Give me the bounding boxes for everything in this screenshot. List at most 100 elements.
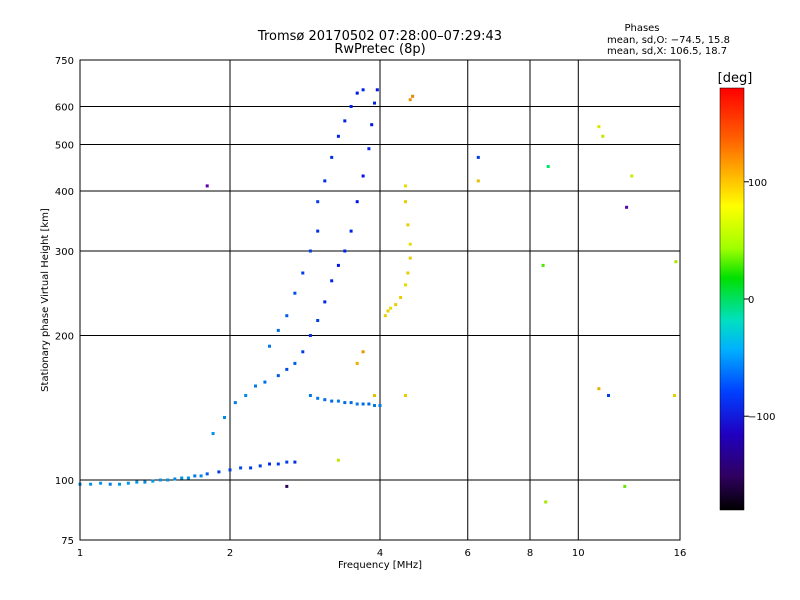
data-point bbox=[193, 474, 197, 478]
data-point bbox=[373, 394, 376, 397]
y-tick-label: 600 bbox=[55, 103, 74, 114]
data-point bbox=[404, 184, 407, 188]
data-point bbox=[343, 249, 347, 253]
data-point bbox=[343, 119, 347, 123]
data-point bbox=[336, 134, 340, 138]
data-point bbox=[330, 279, 334, 283]
data-point bbox=[293, 291, 297, 295]
data-point bbox=[285, 367, 289, 371]
data-point bbox=[355, 361, 359, 365]
x-tick-label: 10 bbox=[572, 548, 585, 559]
data-point bbox=[373, 404, 376, 407]
data-point bbox=[623, 484, 627, 488]
data-point bbox=[233, 401, 237, 405]
data-point bbox=[404, 283, 407, 287]
data-point bbox=[673, 394, 676, 397]
data-point bbox=[370, 123, 374, 127]
y-tick-label: 400 bbox=[55, 187, 74, 198]
data-point bbox=[408, 256, 412, 260]
data-point bbox=[476, 155, 480, 159]
data-point bbox=[239, 466, 243, 470]
data-point bbox=[625, 205, 629, 209]
colorbar-ticks: 100 0 −100 bbox=[744, 178, 775, 423]
data-point bbox=[607, 394, 610, 397]
data-point bbox=[546, 165, 550, 168]
data-point bbox=[308, 249, 312, 253]
data-point bbox=[223, 416, 226, 419]
y-tick-label: 100 bbox=[55, 476, 74, 487]
phases-o-stats: mean, sd,O: −74.5, 15.8 bbox=[607, 35, 730, 46]
data-point bbox=[323, 300, 327, 304]
phases-x-stats: mean, sd,X: 106.5, 18.7 bbox=[607, 46, 727, 57]
data-point bbox=[349, 229, 353, 233]
data-point bbox=[244, 394, 248, 397]
x-tick-label: 2 bbox=[227, 548, 233, 559]
data-point bbox=[399, 296, 403, 299]
data-point bbox=[285, 314, 289, 318]
chart-title: Tromsø 20170502 07:28:00–07:29:43 bbox=[257, 29, 502, 44]
y-tick-label: 200 bbox=[55, 332, 74, 343]
data-point bbox=[630, 174, 634, 178]
data-point bbox=[89, 482, 93, 486]
data-point bbox=[158, 478, 162, 482]
colorbar-tick-label: 100 bbox=[748, 178, 767, 189]
data-point bbox=[404, 394, 407, 397]
colorbar-tick-label: 0 bbox=[748, 295, 754, 306]
data-point bbox=[263, 380, 267, 384]
x-tick-label: 4 bbox=[377, 548, 383, 559]
colorbar-label: [deg] bbox=[718, 71, 753, 86]
data-point bbox=[211, 432, 215, 435]
data-point bbox=[166, 478, 170, 482]
y-tick-labels: 75 100 200 300 400 500 600 750 bbox=[55, 56, 74, 547]
data-point bbox=[316, 229, 320, 233]
data-point bbox=[143, 480, 147, 484]
data-point bbox=[99, 481, 103, 485]
y-tick-label: 750 bbox=[55, 56, 74, 67]
data-point bbox=[386, 309, 390, 313]
data-point bbox=[249, 466, 253, 470]
x-tick-label: 6 bbox=[465, 548, 471, 559]
data-point bbox=[597, 387, 601, 391]
data-point bbox=[323, 179, 327, 183]
x-tick-label: 16 bbox=[674, 548, 687, 559]
data-point bbox=[151, 479, 155, 483]
data-point bbox=[373, 101, 376, 105]
data-point bbox=[336, 458, 340, 462]
data-point bbox=[349, 401, 353, 405]
data-point bbox=[361, 350, 365, 354]
data-point bbox=[406, 223, 410, 227]
data-point bbox=[330, 155, 334, 159]
data-point bbox=[108, 482, 112, 486]
x-axis-label: Frequency [MHz] bbox=[338, 560, 422, 571]
data-point bbox=[126, 481, 130, 485]
grid bbox=[79, 59, 681, 541]
data-point bbox=[375, 88, 379, 92]
data-point bbox=[476, 179, 480, 183]
data-point bbox=[316, 200, 320, 204]
data-point bbox=[601, 134, 605, 138]
data-point bbox=[361, 88, 365, 92]
data-point bbox=[228, 468, 232, 472]
data-point bbox=[406, 271, 410, 275]
data-point bbox=[268, 344, 271, 348]
data-point bbox=[355, 402, 359, 406]
data-point bbox=[276, 328, 280, 332]
data-point bbox=[308, 334, 312, 337]
data-point bbox=[674, 260, 678, 264]
data-point bbox=[301, 350, 305, 354]
data-point bbox=[597, 125, 601, 129]
data-point bbox=[378, 404, 382, 407]
data-point bbox=[258, 464, 262, 468]
y-tick-label: 300 bbox=[55, 247, 74, 258]
data-point bbox=[285, 460, 289, 464]
data-point bbox=[276, 462, 280, 466]
data-point bbox=[316, 396, 320, 400]
data-points bbox=[78, 88, 678, 504]
data-point bbox=[408, 98, 412, 102]
phases-header: Phases bbox=[624, 23, 659, 34]
data-point bbox=[135, 480, 139, 484]
data-point bbox=[367, 147, 371, 151]
colorbar-tick-label: −100 bbox=[748, 412, 775, 423]
data-point bbox=[361, 402, 365, 406]
